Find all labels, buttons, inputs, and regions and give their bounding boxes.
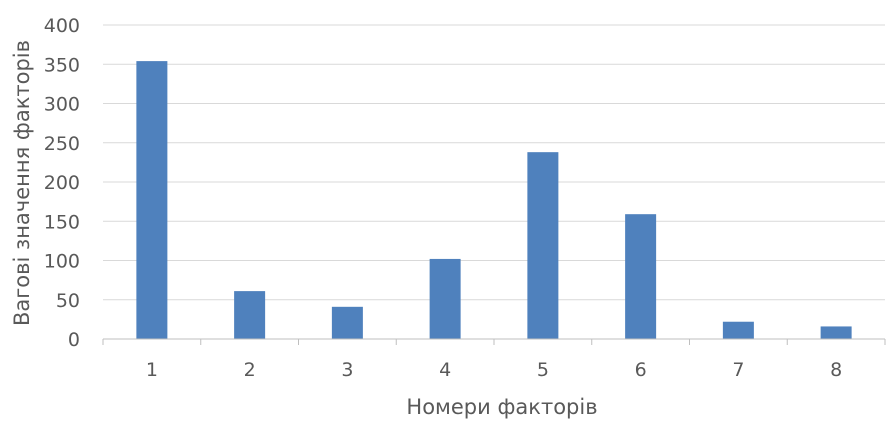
y-axis-title: Вагові значення факторів [10, 40, 34, 326]
y-tick-label: 400 [44, 15, 80, 37]
y-tick-label: 250 [44, 133, 80, 155]
x-tick-label: 5 [537, 359, 549, 381]
y-tick-label: 100 [44, 251, 80, 273]
x-tick-label: 6 [635, 359, 647, 381]
y-tick-label: 150 [44, 211, 80, 233]
x-tick-labels: 1 2 3 4 5 6 7 8 [146, 359, 842, 381]
x-tick-label: 7 [732, 359, 744, 381]
x-tick-label: 4 [439, 359, 451, 381]
x-axis [102, 338, 886, 345]
y-tick-label: 50 [56, 290, 80, 312]
y-tick-labels: 0 50 100 150 200 250 300 350 400 [44, 15, 80, 351]
bar-2 [234, 291, 266, 339]
y-tick-label: 200 [44, 172, 80, 194]
bar-4 [429, 258, 461, 339]
x-tick-label: 3 [341, 359, 353, 381]
x-axis-title: Номери факторів [406, 395, 597, 419]
bar-7 [722, 321, 754, 339]
y-tick-label: 300 [44, 94, 80, 116]
bar-3 [331, 306, 363, 339]
bar-6 [625, 214, 657, 339]
x-tick-label: 2 [244, 359, 256, 381]
x-tick-label: 1 [146, 359, 158, 381]
bar-1 [136, 61, 168, 340]
y-tick-label: 0 [68, 329, 80, 351]
gridlines [103, 24, 885, 301]
bars [136, 61, 852, 340]
bar-5 [527, 152, 559, 339]
x-tick-label: 8 [830, 359, 842, 381]
y-tick-label: 350 [44, 54, 80, 76]
bar-8 [820, 326, 852, 339]
